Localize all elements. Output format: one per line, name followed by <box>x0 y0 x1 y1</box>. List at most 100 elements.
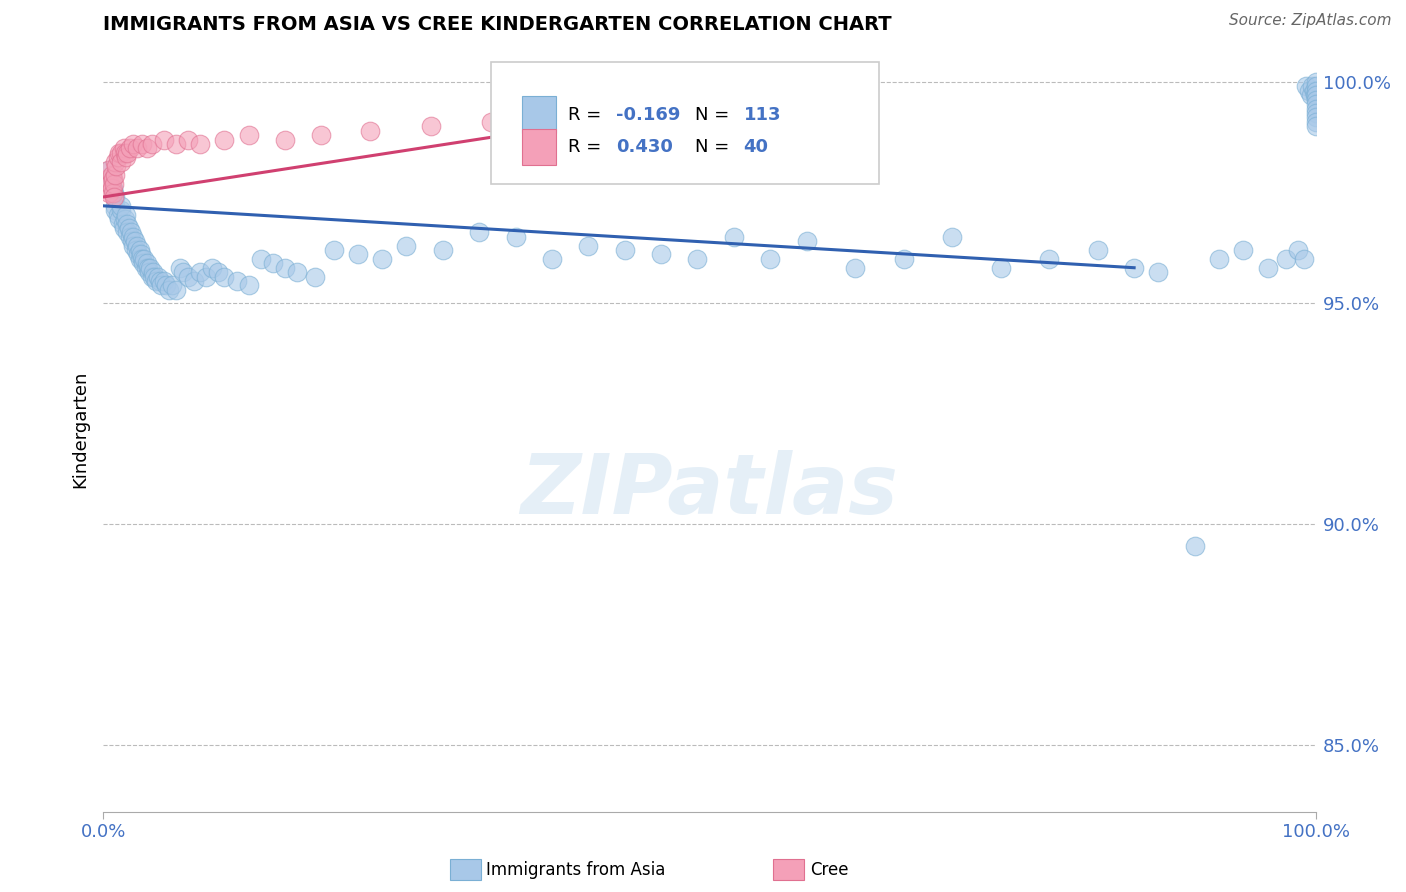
Point <box>150 278 173 293</box>
Point <box>118 229 141 244</box>
Point <box>104 168 127 182</box>
Point <box>188 265 211 279</box>
Point <box>101 172 124 186</box>
Point <box>468 225 491 239</box>
Point <box>155 278 177 293</box>
Point <box>115 208 138 222</box>
Point <box>177 132 200 146</box>
Point <box>96 172 118 186</box>
Point <box>169 260 191 275</box>
Point <box>347 247 370 261</box>
Point <box>1303 88 1326 103</box>
Point <box>1301 79 1323 94</box>
Point <box>122 136 145 151</box>
Point <box>686 252 709 266</box>
Point <box>1298 84 1320 98</box>
Point <box>1232 243 1254 257</box>
Point <box>152 274 174 288</box>
Point <box>238 278 260 293</box>
Point <box>432 243 454 257</box>
Point <box>1305 75 1327 89</box>
Point <box>104 203 127 218</box>
Text: N =: N = <box>695 138 735 156</box>
Point <box>145 274 167 288</box>
Point <box>97 163 120 178</box>
Point <box>759 252 782 266</box>
Point <box>201 260 224 275</box>
Point <box>165 136 187 151</box>
Point <box>541 252 564 266</box>
Point <box>112 141 135 155</box>
Point <box>1305 84 1327 98</box>
Point <box>844 260 866 275</box>
Point <box>1305 102 1327 116</box>
Point <box>990 260 1012 275</box>
Point <box>165 283 187 297</box>
Point <box>371 252 394 266</box>
Point <box>214 132 236 146</box>
Point <box>114 212 136 227</box>
Point <box>129 247 152 261</box>
Point <box>322 243 344 257</box>
Point <box>98 186 121 200</box>
Point <box>304 269 326 284</box>
Point <box>135 141 157 155</box>
Point <box>311 128 333 142</box>
Point <box>1257 260 1279 275</box>
Point <box>172 265 194 279</box>
Point <box>103 186 125 200</box>
Point <box>117 221 139 235</box>
Point <box>214 269 236 284</box>
Point <box>100 168 122 182</box>
Point <box>359 123 381 137</box>
Point <box>122 238 145 252</box>
Point <box>1286 243 1309 257</box>
Point <box>100 177 122 191</box>
Point <box>650 247 672 261</box>
Point <box>183 274 205 288</box>
Point <box>146 269 169 284</box>
Point <box>1295 79 1317 94</box>
Point <box>249 252 271 266</box>
Text: 0.430: 0.430 <box>616 138 673 156</box>
Point <box>613 243 636 257</box>
Point <box>125 243 148 257</box>
Point <box>110 199 132 213</box>
Point <box>177 269 200 284</box>
Point <box>138 265 160 279</box>
Point <box>796 234 818 248</box>
Point <box>128 243 150 257</box>
Point <box>127 141 149 155</box>
Point <box>1305 79 1327 94</box>
Text: IMMIGRANTS FROM ASIA VS CREE KINDERGARTEN CORRELATION CHART: IMMIGRANTS FROM ASIA VS CREE KINDERGARTE… <box>103 15 891 34</box>
Text: ZIPatlas: ZIPatlas <box>520 450 898 531</box>
Point <box>128 252 150 266</box>
Point <box>1274 252 1296 266</box>
Point <box>142 265 165 279</box>
Point <box>136 260 159 275</box>
FancyBboxPatch shape <box>491 62 879 185</box>
Point <box>1305 120 1327 134</box>
Point <box>135 256 157 270</box>
Point <box>1302 84 1324 98</box>
Point <box>1292 252 1315 266</box>
Text: 113: 113 <box>744 106 782 124</box>
Point <box>101 181 124 195</box>
Point <box>1305 106 1327 120</box>
Text: -0.169: -0.169 <box>616 106 681 124</box>
Point <box>941 229 963 244</box>
Point <box>117 225 139 239</box>
Point <box>104 190 127 204</box>
Point <box>1184 539 1206 553</box>
Point <box>127 247 149 261</box>
Point <box>195 269 218 284</box>
Point <box>131 136 153 151</box>
Point <box>1038 252 1060 266</box>
Text: Cree: Cree <box>810 861 848 879</box>
Point <box>107 208 129 222</box>
Point <box>141 136 163 151</box>
Point <box>118 141 141 155</box>
Point <box>157 283 180 297</box>
Point <box>135 260 157 275</box>
Point <box>149 274 172 288</box>
